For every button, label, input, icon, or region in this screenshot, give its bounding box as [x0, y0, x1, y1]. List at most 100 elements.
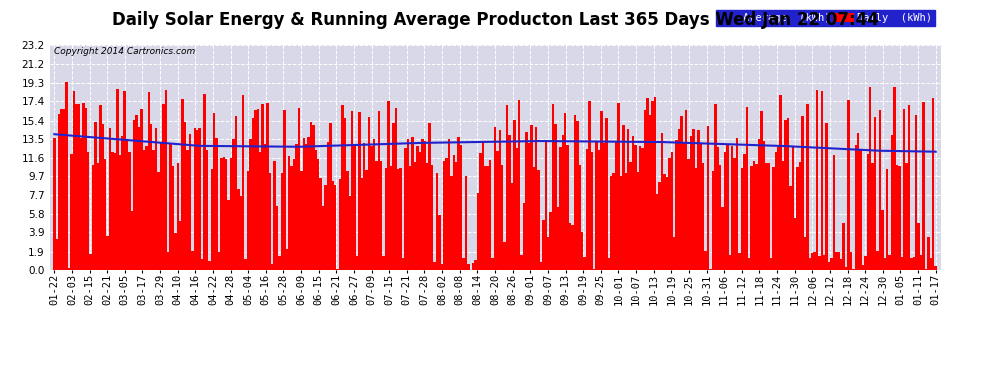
- Bar: [658, 182, 661, 270]
- Bar: [874, 117, 876, 270]
- Bar: [65, 82, 67, 270]
- Bar: [189, 134, 191, 270]
- Bar: [842, 223, 844, 270]
- Bar: [358, 112, 360, 270]
- Bar: [169, 144, 172, 270]
- Bar: [283, 110, 285, 270]
- Bar: [923, 102, 925, 270]
- Bar: [767, 163, 770, 270]
- Bar: [412, 137, 414, 270]
- Bar: [312, 125, 315, 270]
- Bar: [841, 260, 842, 270]
- Bar: [697, 130, 700, 270]
- Bar: [620, 176, 622, 270]
- Bar: [903, 109, 906, 270]
- Bar: [760, 111, 762, 270]
- Bar: [719, 165, 722, 270]
- Bar: [191, 251, 194, 270]
- Bar: [116, 89, 119, 270]
- Bar: [852, 269, 854, 270]
- Bar: [544, 140, 547, 270]
- Bar: [80, 138, 82, 270]
- Bar: [618, 102, 620, 270]
- Bar: [143, 150, 146, 270]
- Bar: [586, 149, 588, 270]
- Bar: [484, 166, 486, 270]
- Bar: [804, 237, 806, 270]
- Bar: [460, 146, 462, 270]
- Bar: [908, 105, 910, 270]
- Bar: [857, 133, 859, 270]
- Bar: [605, 118, 608, 270]
- Bar: [809, 258, 811, 270]
- Bar: [518, 100, 521, 270]
- Bar: [337, 269, 339, 270]
- Bar: [595, 142, 598, 270]
- Bar: [111, 153, 114, 270]
- Bar: [419, 152, 421, 270]
- Bar: [450, 176, 452, 270]
- Bar: [622, 125, 625, 270]
- Bar: [538, 170, 540, 270]
- Bar: [784, 120, 787, 270]
- Bar: [588, 101, 591, 270]
- Bar: [218, 252, 220, 270]
- Bar: [452, 155, 455, 270]
- Bar: [743, 154, 745, 270]
- Bar: [152, 150, 154, 270]
- Bar: [844, 267, 847, 270]
- Bar: [831, 258, 833, 270]
- Bar: [281, 173, 283, 270]
- Bar: [455, 162, 457, 270]
- Bar: [261, 104, 263, 270]
- Bar: [640, 146, 642, 270]
- Bar: [208, 261, 211, 270]
- Bar: [935, 266, 937, 270]
- Bar: [854, 145, 857, 270]
- Bar: [370, 146, 372, 270]
- Bar: [561, 135, 564, 270]
- Bar: [196, 130, 198, 270]
- Bar: [745, 108, 748, 270]
- Bar: [625, 173, 627, 270]
- Bar: [424, 141, 426, 270]
- Bar: [836, 252, 838, 270]
- Bar: [821, 92, 823, 270]
- Bar: [801, 116, 804, 270]
- Text: Copyright 2014 Cartronics.com: Copyright 2014 Cartronics.com: [53, 47, 195, 56]
- Bar: [443, 161, 446, 270]
- Bar: [504, 242, 506, 270]
- Bar: [571, 225, 573, 270]
- Bar: [680, 116, 683, 270]
- Bar: [348, 196, 350, 270]
- Bar: [397, 169, 399, 270]
- Bar: [67, 268, 70, 270]
- Bar: [670, 152, 673, 270]
- Bar: [97, 163, 99, 270]
- Bar: [206, 150, 208, 270]
- Bar: [748, 258, 750, 270]
- Bar: [126, 141, 128, 270]
- Bar: [157, 172, 159, 270]
- Bar: [203, 94, 206, 270]
- Bar: [869, 87, 871, 270]
- Bar: [104, 159, 106, 270]
- Bar: [755, 164, 757, 270]
- Bar: [259, 152, 261, 270]
- Bar: [547, 237, 549, 270]
- Bar: [818, 256, 821, 270]
- Bar: [925, 269, 928, 270]
- Bar: [648, 115, 651, 270]
- Bar: [678, 129, 680, 270]
- Bar: [526, 132, 528, 270]
- Bar: [731, 146, 734, 270]
- Bar: [727, 144, 729, 270]
- Bar: [256, 109, 259, 270]
- Bar: [99, 105, 102, 270]
- Bar: [700, 144, 702, 270]
- Bar: [823, 255, 826, 270]
- Bar: [576, 121, 578, 270]
- Bar: [462, 258, 464, 270]
- Bar: [893, 87, 896, 270]
- Bar: [615, 141, 618, 270]
